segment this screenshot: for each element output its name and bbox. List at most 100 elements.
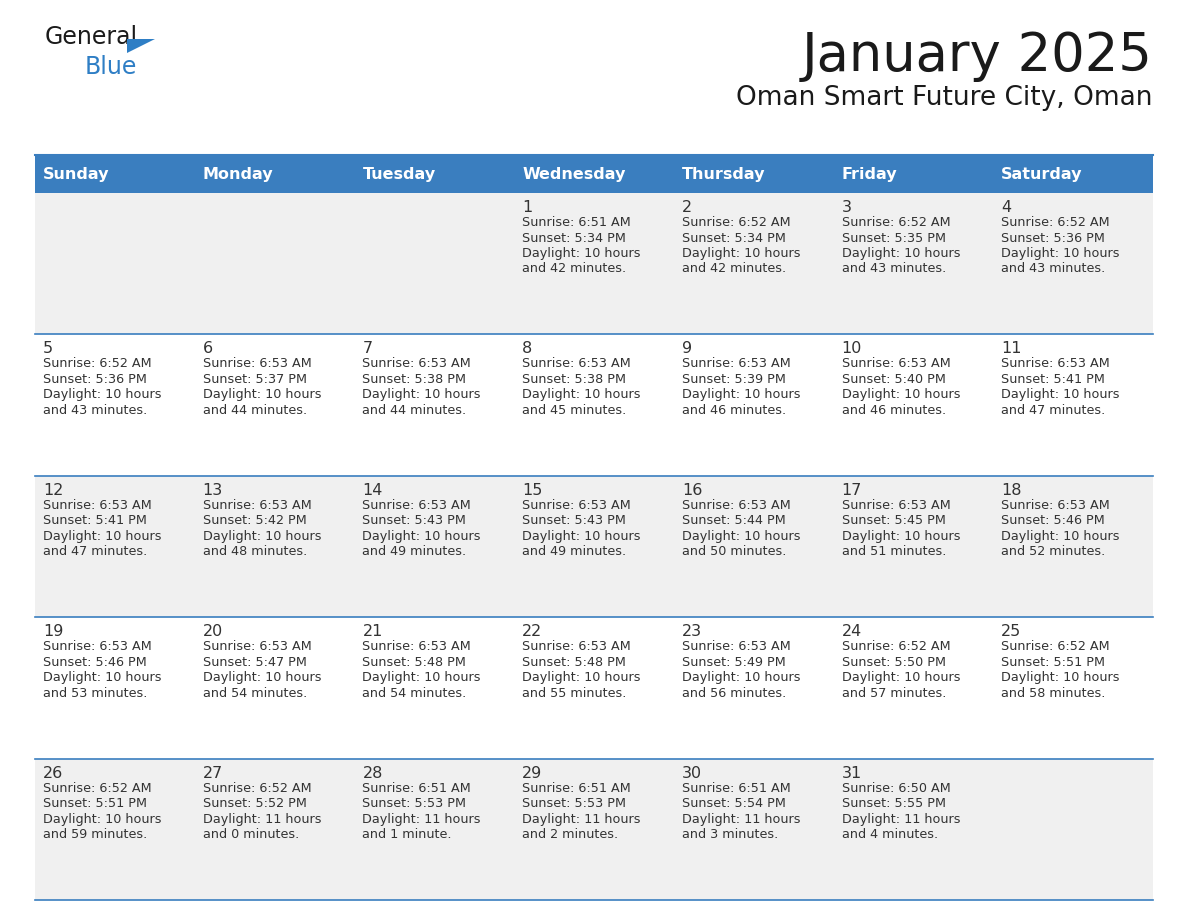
- Text: Sunset: 5:46 PM: Sunset: 5:46 PM: [43, 655, 147, 668]
- Bar: [354, 617, 514, 758]
- Text: 10: 10: [841, 341, 862, 356]
- Text: and 53 minutes.: and 53 minutes.: [43, 687, 147, 700]
- Text: Sunset: 5:50 PM: Sunset: 5:50 PM: [841, 655, 946, 668]
- Text: Sunrise: 6:53 AM: Sunrise: 6:53 AM: [203, 498, 311, 512]
- Text: and 47 minutes.: and 47 minutes.: [43, 545, 147, 558]
- Text: and 4 minutes.: and 4 minutes.: [841, 828, 937, 841]
- Polygon shape: [127, 39, 154, 53]
- Text: 2: 2: [682, 200, 691, 215]
- Text: Daylight: 10 hours: Daylight: 10 hours: [43, 812, 162, 825]
- Text: Sunrise: 6:53 AM: Sunrise: 6:53 AM: [1001, 498, 1110, 512]
- Bar: [674, 155, 834, 193]
- Text: Sunset: 5:46 PM: Sunset: 5:46 PM: [1001, 514, 1105, 527]
- Text: Sunrise: 6:52 AM: Sunrise: 6:52 AM: [841, 640, 950, 654]
- Text: 26: 26: [43, 766, 63, 780]
- Text: 6: 6: [203, 341, 213, 356]
- Text: Daylight: 10 hours: Daylight: 10 hours: [682, 247, 801, 260]
- Text: Sunrise: 6:53 AM: Sunrise: 6:53 AM: [362, 357, 472, 370]
- Text: Saturday: Saturday: [1001, 166, 1082, 182]
- Text: Sunrise: 6:52 AM: Sunrise: 6:52 AM: [43, 781, 152, 795]
- Bar: [354, 334, 514, 476]
- Text: Sunset: 5:53 PM: Sunset: 5:53 PM: [362, 797, 467, 810]
- Bar: [834, 476, 993, 617]
- Text: Thursday: Thursday: [682, 166, 765, 182]
- Text: Daylight: 10 hours: Daylight: 10 hours: [682, 530, 801, 543]
- Bar: [195, 476, 354, 617]
- Text: Sunrise: 6:51 AM: Sunrise: 6:51 AM: [682, 781, 790, 795]
- Text: Daylight: 11 hours: Daylight: 11 hours: [841, 812, 960, 825]
- Bar: [34, 155, 195, 193]
- Text: 24: 24: [841, 624, 861, 639]
- Text: Sunrise: 6:52 AM: Sunrise: 6:52 AM: [43, 357, 152, 370]
- Bar: [195, 155, 354, 193]
- Text: Daylight: 10 hours: Daylight: 10 hours: [43, 388, 162, 401]
- Text: Sunrise: 6:53 AM: Sunrise: 6:53 AM: [43, 640, 152, 654]
- Text: Sunrise: 6:51 AM: Sunrise: 6:51 AM: [362, 781, 472, 795]
- Bar: [514, 617, 674, 758]
- Bar: [834, 193, 993, 334]
- Bar: [834, 155, 993, 193]
- Text: Daylight: 11 hours: Daylight: 11 hours: [523, 812, 640, 825]
- Text: Daylight: 10 hours: Daylight: 10 hours: [523, 671, 640, 684]
- Bar: [514, 193, 674, 334]
- Bar: [993, 193, 1154, 334]
- Text: 7: 7: [362, 341, 373, 356]
- Text: Sunset: 5:47 PM: Sunset: 5:47 PM: [203, 655, 307, 668]
- Text: Sunset: 5:51 PM: Sunset: 5:51 PM: [43, 797, 147, 810]
- Text: 4: 4: [1001, 200, 1011, 215]
- Text: Sunset: 5:38 PM: Sunset: 5:38 PM: [362, 373, 467, 386]
- Text: Sunrise: 6:53 AM: Sunrise: 6:53 AM: [841, 357, 950, 370]
- Bar: [34, 334, 195, 476]
- Text: 25: 25: [1001, 624, 1022, 639]
- Text: and 58 minutes.: and 58 minutes.: [1001, 687, 1106, 700]
- Text: Daylight: 10 hours: Daylight: 10 hours: [203, 530, 321, 543]
- Text: 16: 16: [682, 483, 702, 498]
- Bar: [514, 334, 674, 476]
- Bar: [674, 193, 834, 334]
- Text: and 50 minutes.: and 50 minutes.: [682, 545, 786, 558]
- Bar: [34, 758, 195, 900]
- Text: Sunset: 5:37 PM: Sunset: 5:37 PM: [203, 373, 307, 386]
- Text: Daylight: 10 hours: Daylight: 10 hours: [682, 671, 801, 684]
- Text: and 48 minutes.: and 48 minutes.: [203, 545, 307, 558]
- Text: Sunrise: 6:52 AM: Sunrise: 6:52 AM: [841, 216, 950, 229]
- Text: Sunrise: 6:51 AM: Sunrise: 6:51 AM: [523, 216, 631, 229]
- Text: Sunrise: 6:53 AM: Sunrise: 6:53 AM: [203, 357, 311, 370]
- Text: Sunrise: 6:53 AM: Sunrise: 6:53 AM: [203, 640, 311, 654]
- Text: and 43 minutes.: and 43 minutes.: [43, 404, 147, 417]
- Text: and 43 minutes.: and 43 minutes.: [1001, 263, 1106, 275]
- Text: Blue: Blue: [86, 55, 138, 79]
- Bar: [834, 758, 993, 900]
- Text: Monday: Monday: [203, 166, 273, 182]
- Text: Sunrise: 6:52 AM: Sunrise: 6:52 AM: [1001, 216, 1110, 229]
- Text: 30: 30: [682, 766, 702, 780]
- Text: Sunset: 5:49 PM: Sunset: 5:49 PM: [682, 655, 785, 668]
- Text: and 0 minutes.: and 0 minutes.: [203, 828, 299, 841]
- Text: Sunset: 5:35 PM: Sunset: 5:35 PM: [841, 231, 946, 244]
- Bar: [195, 617, 354, 758]
- Text: January 2025: January 2025: [802, 30, 1154, 82]
- Text: Sunrise: 6:53 AM: Sunrise: 6:53 AM: [841, 498, 950, 512]
- Bar: [195, 193, 354, 334]
- Text: Sunrise: 6:53 AM: Sunrise: 6:53 AM: [682, 357, 790, 370]
- Text: 3: 3: [841, 200, 852, 215]
- Bar: [354, 155, 514, 193]
- Bar: [834, 617, 993, 758]
- Text: Sunrise: 6:52 AM: Sunrise: 6:52 AM: [1001, 640, 1110, 654]
- Text: Sunset: 5:42 PM: Sunset: 5:42 PM: [203, 514, 307, 527]
- Text: 11: 11: [1001, 341, 1022, 356]
- Text: Daylight: 10 hours: Daylight: 10 hours: [1001, 388, 1120, 401]
- Text: and 56 minutes.: and 56 minutes.: [682, 687, 786, 700]
- Text: Sunrise: 6:53 AM: Sunrise: 6:53 AM: [523, 498, 631, 512]
- Text: Sunset: 5:48 PM: Sunset: 5:48 PM: [523, 655, 626, 668]
- Text: Sunset: 5:41 PM: Sunset: 5:41 PM: [1001, 373, 1105, 386]
- Text: and 49 minutes.: and 49 minutes.: [362, 545, 467, 558]
- Text: Sunrise: 6:53 AM: Sunrise: 6:53 AM: [43, 498, 152, 512]
- Text: Daylight: 10 hours: Daylight: 10 hours: [841, 247, 960, 260]
- Text: Daylight: 10 hours: Daylight: 10 hours: [1001, 247, 1120, 260]
- Text: Sunset: 5:39 PM: Sunset: 5:39 PM: [682, 373, 785, 386]
- Bar: [354, 193, 514, 334]
- Text: Sunrise: 6:53 AM: Sunrise: 6:53 AM: [362, 498, 472, 512]
- Text: Daylight: 10 hours: Daylight: 10 hours: [203, 388, 321, 401]
- Text: and 55 minutes.: and 55 minutes.: [523, 687, 626, 700]
